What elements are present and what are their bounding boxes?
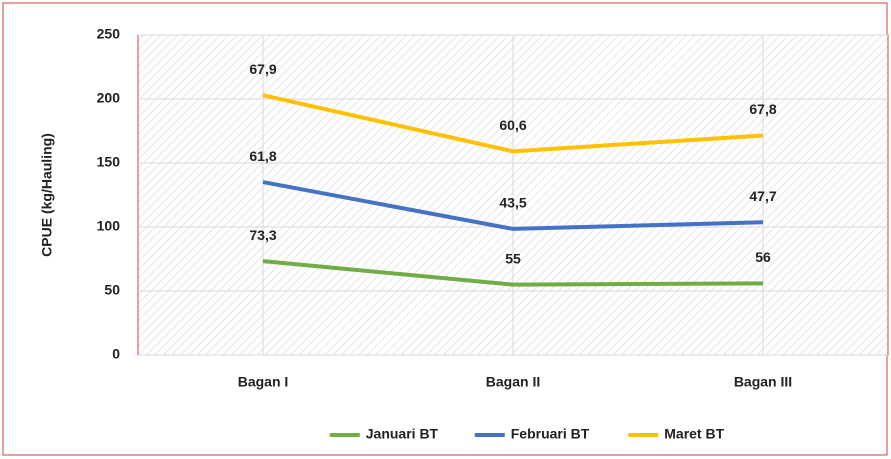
x-tick-label: Bagan I [238, 374, 289, 390]
data-label: 55 [505, 250, 521, 266]
legend-label: Februari BT [511, 426, 590, 442]
data-label: 43,5 [499, 195, 526, 211]
data-label: 60,6 [499, 117, 526, 133]
data-label: 47,7 [749, 188, 776, 204]
y-tick-label: 200 [97, 90, 121, 106]
y-axis-label: CPUE (kg/Hauling) [39, 133, 55, 257]
data-label: 61,8 [249, 148, 276, 164]
line [262, 93, 764, 154]
legend-label: Maret BT [664, 426, 724, 442]
y-tick-label: 150 [97, 154, 121, 170]
line [262, 259, 764, 287]
x-tick-label: Bagan III [734, 374, 792, 390]
line [262, 180, 764, 231]
y-tick-label: 0 [112, 346, 120, 362]
legend-label: Januari BT [366, 426, 439, 442]
data-label: 67,8 [749, 101, 776, 117]
data-label: 67,9 [249, 61, 276, 77]
y-tick-label: 100 [97, 218, 121, 234]
data-label: 56 [755, 249, 771, 265]
x-tick-label: Bagan II [486, 374, 540, 390]
y-tick-label: 50 [104, 282, 120, 298]
y-tick-label: 250 [97, 26, 121, 42]
data-label: 73,3 [249, 227, 276, 243]
